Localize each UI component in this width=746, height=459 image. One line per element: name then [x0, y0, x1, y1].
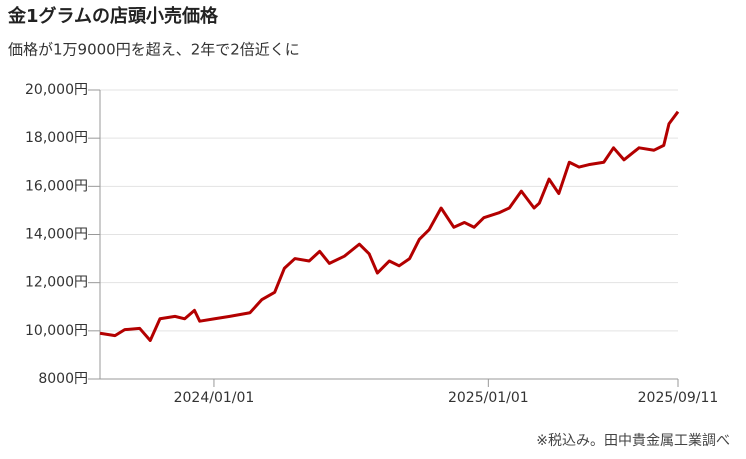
x-tick-label: 2025/09/11	[638, 390, 719, 406]
y-tick-label: 20,000円	[25, 82, 88, 98]
y-tick-label: 12,000円	[25, 275, 88, 291]
y-tick-label: 14,000円	[25, 227, 88, 243]
x-tick-label: 2024/01/01	[174, 390, 255, 406]
price-line	[99, 110, 680, 342]
y-tick-label: 16,000円	[25, 178, 88, 194]
y-tick-label: 8000円	[38, 371, 88, 387]
chart-title: 金1グラムの店頭小売価格	[7, 5, 219, 27]
y-tick-label: 10,000円	[25, 323, 88, 339]
chart-subtitle: 価格が1万9000円を超え、2年で2倍近くに	[8, 41, 300, 59]
y-tick-label: 18,000円	[25, 130, 88, 146]
x-tick-label: 2025/01/01	[448, 390, 529, 406]
source-note: ※税込み。田中貴金属工業調べ	[536, 433, 730, 449]
